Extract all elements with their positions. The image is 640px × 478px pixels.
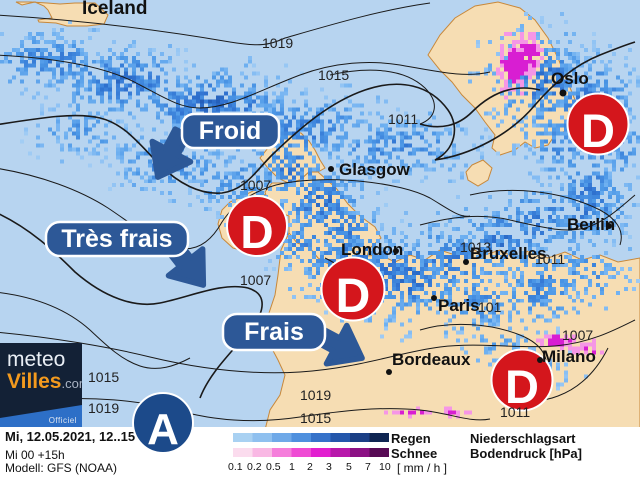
- svg-text:A: A: [147, 405, 179, 454]
